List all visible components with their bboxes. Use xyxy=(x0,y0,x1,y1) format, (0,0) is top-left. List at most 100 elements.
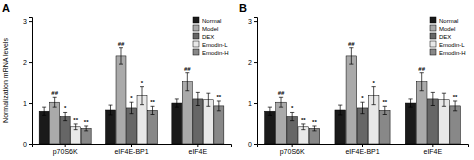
panel-title: A xyxy=(2,2,10,14)
annotation: ** xyxy=(312,119,317,125)
y-tick: 2 xyxy=(23,59,32,66)
error-bar xyxy=(349,48,353,64)
legend-label: DEX xyxy=(202,34,214,40)
legend-swatch xyxy=(430,49,436,55)
y-tick-mark xyxy=(254,62,257,63)
y-axis-line xyxy=(254,18,258,145)
y-tick-label: 3 xyxy=(248,18,252,25)
error-bar xyxy=(63,112,67,120)
annotation: ## xyxy=(184,66,191,72)
error-bar xyxy=(140,87,144,105)
x-tick: p70S6K xyxy=(53,144,78,156)
error-bar xyxy=(268,107,272,115)
error-bar xyxy=(42,107,46,115)
legend-item: Emodin-L xyxy=(430,41,465,48)
error-bar xyxy=(206,93,210,106)
y-tick-mark xyxy=(254,21,257,22)
annotation: ## xyxy=(118,41,125,47)
legend-swatch xyxy=(430,41,436,47)
error-bar xyxy=(312,126,316,131)
bar xyxy=(172,103,182,144)
error-bar xyxy=(372,87,376,105)
annotations: ######*********** xyxy=(51,41,222,125)
legend-item: Normal xyxy=(430,17,458,24)
bar xyxy=(265,111,276,144)
x-tick: eIF4E-BP1 xyxy=(114,144,148,155)
error-bar xyxy=(360,102,364,113)
error-bar xyxy=(217,101,221,111)
error-bar xyxy=(420,73,424,91)
legend-item: DEX xyxy=(430,33,451,40)
annotation: ## xyxy=(278,90,285,96)
legend: NormalModelDEXEmodin-L Emodin-H xyxy=(430,17,466,56)
plot-area xyxy=(265,48,461,144)
x-tick-label: p70S6K xyxy=(280,148,305,156)
y-tick-mark xyxy=(29,21,32,22)
x-tick-mark xyxy=(292,144,293,147)
y-tick: 3 xyxy=(23,18,32,25)
error-bar xyxy=(108,105,112,115)
error-bar xyxy=(383,106,387,114)
bar xyxy=(214,106,224,144)
panel: ######***********p70S6KeIF4E-BP1eIF4E012… xyxy=(2,2,232,156)
legend-label: Model xyxy=(202,26,218,32)
x-tick: eIF4E xyxy=(423,144,442,155)
error-bar xyxy=(119,48,123,64)
y-tick-mark xyxy=(29,62,32,63)
legend-item: Emodin-L xyxy=(193,41,228,48)
y-tick: 1 xyxy=(248,100,257,107)
bar xyxy=(39,111,49,144)
x-tick: p70S6K xyxy=(280,144,305,156)
error-bar xyxy=(130,102,134,113)
legend-swatch xyxy=(193,41,199,47)
y-axis: 0123 xyxy=(248,18,257,148)
legend-swatch xyxy=(193,33,199,39)
error-bar xyxy=(175,99,179,107)
y-axis-line xyxy=(29,18,33,145)
x-tick-label: eIF4E-BP1 xyxy=(345,148,379,155)
bar xyxy=(116,56,126,144)
annotation: ## xyxy=(348,41,355,47)
x-tick-mark xyxy=(197,144,198,147)
bar xyxy=(346,56,357,144)
annotation: * xyxy=(291,105,294,111)
annotation: ** xyxy=(217,94,222,100)
legend-swatch xyxy=(193,49,199,55)
y-tick-label: 3 xyxy=(23,18,27,25)
annotation: * xyxy=(141,80,144,86)
error-bar xyxy=(338,105,342,115)
error-bar xyxy=(53,97,57,107)
legend-label: Emodin-H xyxy=(439,50,466,56)
bar xyxy=(148,110,158,144)
error-bar xyxy=(408,99,412,107)
error-bar xyxy=(290,112,294,120)
annotation: ## xyxy=(51,90,58,96)
x-axis: p70S6KeIF4E-BP1eIF4E xyxy=(33,144,232,156)
y-tick: 3 xyxy=(248,18,257,25)
panel: ######***********p70S6KeIF4E-BP1eIF4E012… xyxy=(239,2,469,156)
annotation: ## xyxy=(418,66,425,72)
legend-item: Normal xyxy=(193,17,221,24)
x-axis-line xyxy=(258,145,469,148)
error-bar xyxy=(301,124,305,130)
x-tick-mark xyxy=(65,144,66,147)
legend-item: Emodin-H xyxy=(430,49,466,56)
legend-item: DEX xyxy=(193,33,214,40)
legend-label: Normal xyxy=(439,18,458,24)
annotation: * xyxy=(372,80,375,86)
panel-title: B xyxy=(239,2,247,14)
legend-item: Model xyxy=(430,25,455,32)
annotation: * xyxy=(361,95,364,101)
legend: NormalModelDEXEmodin-LEmodin-H xyxy=(193,17,229,56)
y-tick: 2 xyxy=(248,59,257,66)
bar xyxy=(450,106,461,144)
y-tick-label: 1 xyxy=(248,100,252,107)
annotation: * xyxy=(130,95,133,101)
error-bar xyxy=(74,124,78,130)
error-bar xyxy=(442,93,446,106)
legend-swatch xyxy=(193,17,199,23)
x-axis-line xyxy=(33,145,232,148)
error-bar xyxy=(279,97,283,107)
legend-swatch xyxy=(193,25,199,31)
y-tick-label: 2 xyxy=(248,59,252,66)
